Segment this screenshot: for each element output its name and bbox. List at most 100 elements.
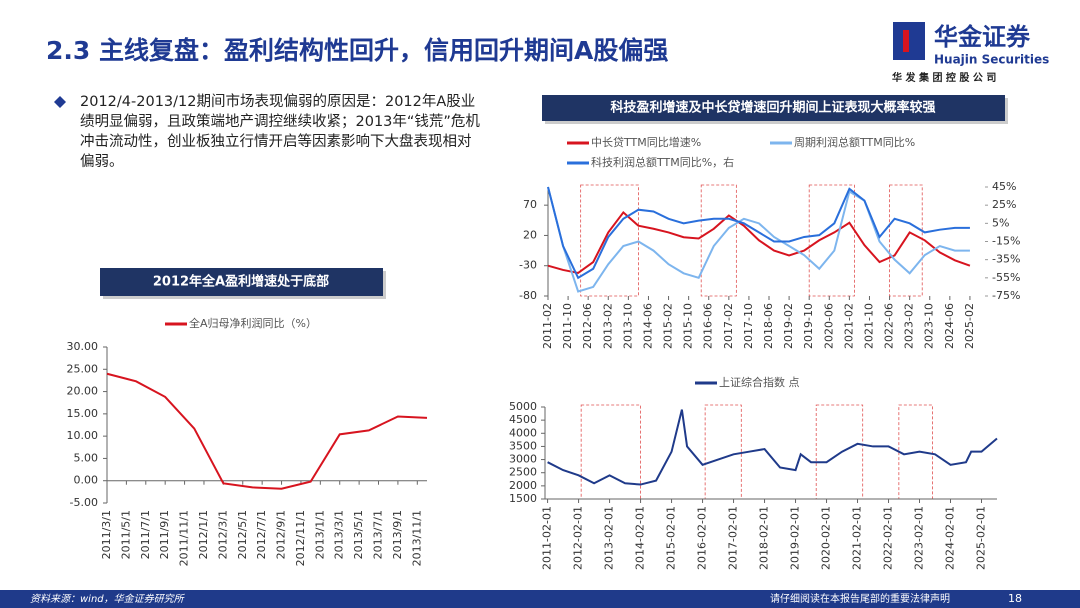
y-tick-label: 4000 [509,426,537,439]
highlight-period [898,404,933,500]
y-tick-label: -80 [519,289,537,302]
x-tick-label: 2011-10 [561,303,574,349]
legend-label: 中长贷TTM同比增速% [591,135,701,149]
y-tick-label: 20.00 [67,385,99,398]
y-tick-label: 5.00 [74,451,99,464]
x-tick-label: 2017-10 [742,303,755,349]
x-tick-label: 2023-10 [923,303,936,349]
x-tick-label: 2024-02-01 [944,506,957,570]
series-line [106,372,428,490]
x-tick-label: 2023-02 [903,303,916,349]
x-tick-label: 2018-02-01 [758,506,771,570]
x-tick-label: 2017-02 [722,303,735,349]
series-line [547,409,998,486]
y-tick-label: 70 [523,198,537,211]
chart-title: 2012年全A盈利增速处于底部 [153,274,329,290]
bullet-text: 2012/4-2013/12期间市场表现偏弱的原因是：2012年A股业绩明显偏弱… [80,94,480,170]
x-tick-label: 2014-06 [641,303,654,349]
x-tick-label: 2019-10 [802,303,815,349]
y-tick-label: 15.00 [67,407,99,420]
x-tick-label: 2018-06 [762,303,775,349]
series-line [547,210,971,275]
y-tick-label: 3000 [509,453,537,466]
x-tick-label: 2011-02 [541,303,554,349]
legend-label: 全A归母净利润同比（%） [189,316,317,330]
legend-label: 周期利润总额TTM同比% [794,135,915,149]
x-tick-label: 2021-02 [842,303,855,349]
logo-text: 华金证券 [934,23,1031,51]
x-tick-label: 2012/3/1 [216,510,229,559]
legend-label: 上证综合指数 点 [719,375,800,389]
logo-mark-red [903,30,909,52]
x-tick-label: 2012/11/1 [294,510,307,566]
x-tick-label: 2025-02-01 [975,506,988,570]
y-tick-label: 30.00 [67,340,99,353]
x-tick-label: 2024-06 [943,303,956,349]
x-tick-label: 2013/1/1 [313,510,326,559]
bullet-icon [54,96,66,108]
highlight-period [580,184,639,297]
highlight-period [815,404,864,500]
chart-title-box [100,268,383,296]
highlight-period [808,184,855,297]
x-tick-label: 2011/5/1 [119,510,132,559]
footer-source: 资料来源：wind，华金证券研究所 [30,593,186,605]
x-tick-label: 2016-02-01 [696,506,709,570]
x-tick-label: 2022-02-01 [882,506,895,570]
y-tick-label: -30 [519,259,537,272]
page-number: 18 [1008,592,1022,605]
y-tick-label: 2000 [509,479,537,492]
y-tick-label: 0.00 [74,474,99,487]
y-tick-label: 20 [523,228,537,241]
x-tick-label: 2019-02 [782,303,795,349]
x-tick-label: 2013/5/1 [352,510,365,559]
x-tick-label: 2011/11/1 [178,510,191,566]
y-tick-label: 2500 [509,466,537,479]
x-tick-label: 2020-02-01 [820,506,833,570]
x-tick-label: 2011/7/1 [139,510,152,559]
series-line [547,186,970,293]
y-tick-label: -5.00 [70,496,98,509]
highlight-period [580,404,641,500]
x-tick-label: 2021-10 [862,303,875,349]
x-tick-label: 2013-10 [621,303,634,349]
x-tick-label: 2012-06 [581,303,594,349]
x-tick-label: 2025-02 [963,303,976,349]
x-tick-label: 2016-06 [702,303,715,349]
x-tick-label: 2012-02-01 [572,506,585,570]
x-tick-label: 2013-02-01 [603,506,616,570]
y2-tick-label: -15% [992,235,1020,248]
y-tick-label: 10.00 [67,429,99,442]
y2-tick-label: -75% [992,289,1020,302]
x-tick-label: 2021-02-01 [851,506,864,570]
y-tick-label: 25.00 [67,362,99,375]
x-tick-label: 2011/9/1 [158,510,171,559]
x-tick-label: 2023-02-01 [913,506,926,570]
logo-en: Huajin Securities [934,53,1049,67]
x-tick-label: 2013/3/1 [333,510,346,559]
y2-tick-label: -35% [992,253,1020,266]
x-tick-label: 2020-06 [822,303,835,349]
y2-tick-label: 45% [992,180,1016,193]
y-tick-label: 4500 [509,413,537,426]
y-tick-label: 3500 [509,439,537,452]
chart-title-box [542,95,1005,121]
legend-label: 科技利润总额TTM同比%，右 [591,155,734,169]
y-tick-label: 5000 [509,400,537,413]
x-tick-label: 2012/9/1 [275,510,288,559]
x-tick-label: 2019-02-01 [789,506,802,570]
y2-tick-label: 5% [992,216,1009,229]
y2-tick-label: -55% [992,271,1020,284]
x-tick-label: 2013-02 [601,303,614,349]
x-tick-label: 2011-02-01 [541,506,554,570]
footer-bar [0,590,1080,608]
x-tick-label: 2012/5/1 [236,510,249,559]
y-tick-label: 1500 [509,492,537,505]
series-line [547,186,970,280]
slide-title: 2.3 主线复盘：盈利结构性回升，信用回升期间A股偏强 [46,36,668,65]
x-tick-label: 2015-02 [662,303,675,349]
x-tick-label: 2014-02-01 [634,506,647,570]
chart-title: 科技盈利增速及中长贷增速回升期间上证表现大概率较强 [610,100,935,116]
